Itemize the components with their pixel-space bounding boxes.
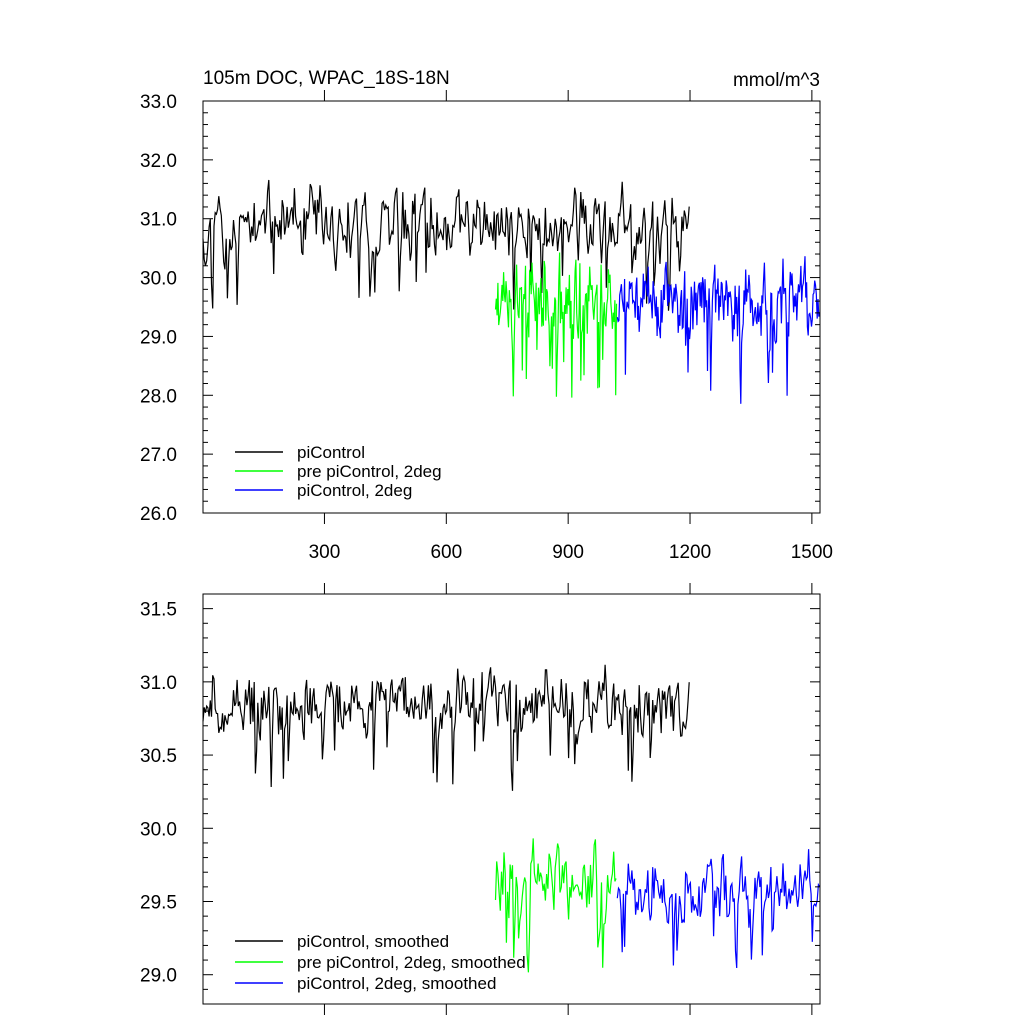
y-tick-label: 30.5 [140, 746, 177, 767]
chart-title: 105m DOC, WPAC_18S-18N [203, 68, 450, 89]
y-tick-label: 31.0 [140, 210, 177, 231]
units-label: mmol/m^3 [733, 70, 820, 91]
top-panel: 105m DOC, WPAC_18S-18N mmol/m^3 26.0 27.0… [140, 68, 833, 563]
legend-label: piControl [297, 443, 365, 462]
y-tick-label: 29.5 [140, 893, 177, 914]
y-tick-label: 29.0 [140, 327, 177, 348]
x-tick-label: 1200 [669, 542, 711, 563]
series-line-2 [494, 838, 617, 973]
legend-label: pre piControl, 2deg [297, 462, 442, 481]
y-tick-label: 30.0 [140, 819, 177, 840]
legend-label: piControl, 2deg, smoothed [297, 974, 496, 993]
legend-label: pre piControl, 2deg, smoothed [297, 953, 526, 972]
series-line-3 [616, 256, 821, 404]
top-axis-ticks: 26.0 27.0 28.0 29.0 30.0 31.0 32.0 33.0 300 600 90… [140, 90, 833, 563]
y-tick-label: 26.0 [140, 504, 177, 525]
series-line-1 [202, 179, 690, 311]
x-tick-label: 1500 [791, 542, 833, 563]
bottom-legend: piControl, smoothed pre piControl, 2deg, … [235, 932, 526, 993]
series-line-1 [202, 664, 690, 791]
bottom-axis-ticks: 29.0 29.5 30.0 30.5 31.0 31.5 [140, 583, 820, 1015]
y-tick-label: 30.0 [140, 269, 177, 290]
bottom-plot-frame [202, 593, 821, 1005]
series-line-3 [616, 849, 821, 969]
x-tick-label: 900 [552, 542, 584, 563]
top-plot-frame [202, 100, 821, 514]
bottom-series-lines [202, 664, 821, 973]
series-line-2 [494, 252, 618, 398]
legend-label: piControl, smoothed [297, 932, 449, 951]
y-tick-label: 31.0 [140, 673, 177, 694]
top-series-lines [202, 179, 821, 404]
x-tick-label: 600 [430, 542, 462, 563]
y-tick-label: 28.0 [140, 386, 177, 407]
y-tick-label: 32.0 [140, 151, 177, 172]
y-tick-label: 29.0 [140, 966, 177, 987]
bottom-panel: 29.0 29.5 30.0 30.5 31.0 31.5 piControl, smoo… [140, 583, 821, 1015]
y-tick-label: 27.0 [140, 445, 177, 466]
legend-label: piControl, 2deg [297, 481, 412, 500]
y-tick-label: 31.5 [140, 600, 177, 621]
x-tick-label: 300 [309, 542, 341, 563]
y-tick-label: 33.0 [140, 92, 177, 113]
